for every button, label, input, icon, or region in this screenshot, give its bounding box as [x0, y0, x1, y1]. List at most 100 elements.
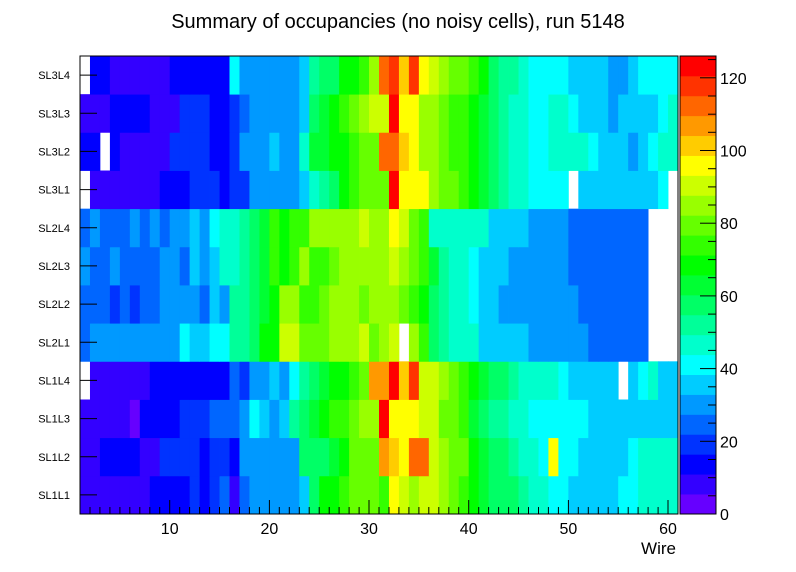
heatmap-cell	[269, 399, 280, 439]
heatmap-cell	[339, 132, 350, 171]
heatmap-cell	[668, 437, 679, 477]
heatmap-cell	[369, 399, 380, 439]
heatmap-cell	[658, 399, 669, 439]
palette-swatch	[680, 454, 716, 475]
heatmap-cell	[408, 475, 420, 515]
heatmap-cell	[558, 208, 569, 248]
heatmap-cell	[359, 246, 370, 286]
heatmap-cell	[598, 94, 609, 133]
heatmap-cell	[588, 56, 599, 95]
heatmap-cell	[448, 475, 460, 515]
heatmap-cell	[648, 437, 659, 477]
heatmap-cell	[349, 94, 360, 133]
y-tick-label: SL2L4	[38, 223, 70, 235]
heatmap-cell	[139, 475, 151, 515]
heatmap-cell	[199, 475, 210, 515]
heatmap-cell	[159, 475, 171, 515]
heatmap-cell	[478, 323, 490, 362]
heatmap-cell	[169, 56, 181, 95]
heatmap-cell	[388, 94, 400, 133]
heatmap-cell	[488, 399, 499, 439]
heatmap-cell	[99, 285, 111, 324]
heatmap-cell	[588, 208, 599, 248]
palette-swatch	[680, 474, 716, 495]
heatmap-cell	[139, 323, 151, 362]
heatmap-cell	[518, 132, 529, 171]
heatmap-cell	[229, 361, 240, 400]
heatmap-cell	[329, 399, 340, 439]
heatmap-cell	[498, 437, 509, 477]
heatmap-cell	[269, 361, 280, 400]
heatmap-cell	[538, 399, 549, 439]
heatmap-cell	[418, 170, 430, 210]
heatmap-cell	[329, 94, 340, 133]
heatmap-cell	[478, 132, 490, 171]
heatmap-cell	[418, 285, 430, 324]
heatmap-cell	[538, 132, 549, 171]
heatmap-cell	[488, 475, 499, 515]
heatmap-cell	[608, 323, 619, 362]
heatmap-cell	[359, 361, 370, 400]
heatmap-cell	[508, 323, 519, 362]
heatmap-cell	[329, 246, 340, 286]
heatmap-cell	[458, 399, 470, 439]
heatmap-cell	[528, 323, 539, 362]
heatmap-cell	[199, 170, 210, 210]
heatmap-cell	[379, 94, 390, 133]
heatmap-cell	[628, 361, 639, 400]
heatmap-cell	[508, 208, 519, 248]
heatmap-cell	[329, 208, 340, 248]
heatmap-cell	[488, 208, 499, 248]
heatmap-cell	[289, 361, 300, 400]
heatmap-cell	[398, 132, 410, 171]
heatmap-cell	[408, 361, 420, 400]
heatmap-cell	[598, 361, 609, 400]
heatmap-cell	[648, 361, 659, 400]
heatmap-cell	[229, 399, 240, 439]
heatmap-cell	[598, 399, 609, 439]
heatmap-cell	[149, 285, 161, 324]
heatmap-cell	[408, 170, 420, 210]
heatmap-cell	[618, 56, 629, 95]
heatmap-cell	[339, 323, 350, 362]
heatmap-cell	[309, 475, 320, 515]
heatmap-cell	[129, 475, 141, 515]
heatmap-cell	[199, 132, 210, 171]
heatmap-cell	[428, 285, 440, 324]
heatmap-cell	[668, 94, 679, 133]
heatmap-cell	[468, 399, 480, 439]
heatmap-cell	[159, 399, 171, 439]
heatmap-cell	[279, 132, 290, 171]
heatmap-cell	[279, 399, 290, 439]
heatmap-cell	[319, 323, 330, 362]
heatmap-cell	[219, 475, 230, 515]
heatmap-cell	[598, 56, 609, 95]
heatmap-cell	[169, 323, 181, 362]
heatmap-cell	[119, 56, 131, 95]
heatmap-cell	[548, 437, 559, 477]
heatmap-cell	[349, 246, 360, 286]
heatmap-cell	[159, 437, 171, 477]
heatmap-cell	[468, 437, 480, 477]
heatmap-cell	[299, 399, 310, 439]
heatmap-cell	[628, 475, 639, 515]
heatmap-cell	[209, 361, 220, 400]
heatmap-cell	[418, 94, 430, 133]
heatmap-cell	[339, 361, 350, 400]
heatmap-cell	[488, 170, 499, 210]
heatmap-cell	[598, 475, 609, 515]
heatmap-cell	[159, 132, 171, 171]
heatmap-cell	[458, 170, 470, 210]
heatmap-cell	[508, 132, 519, 171]
heatmap-cell	[478, 285, 490, 324]
heatmap-cell	[109, 361, 121, 400]
heatmap-cell	[558, 132, 569, 171]
heatmap-cell	[219, 94, 230, 133]
heatmap-cell	[418, 437, 430, 477]
heatmap-cell	[558, 399, 569, 439]
heatmap-cell	[189, 208, 200, 248]
heatmap-cell	[498, 246, 509, 286]
heatmap-cell	[129, 132, 141, 171]
heatmap-cell	[209, 94, 220, 133]
heatmap-cell	[618, 132, 629, 171]
